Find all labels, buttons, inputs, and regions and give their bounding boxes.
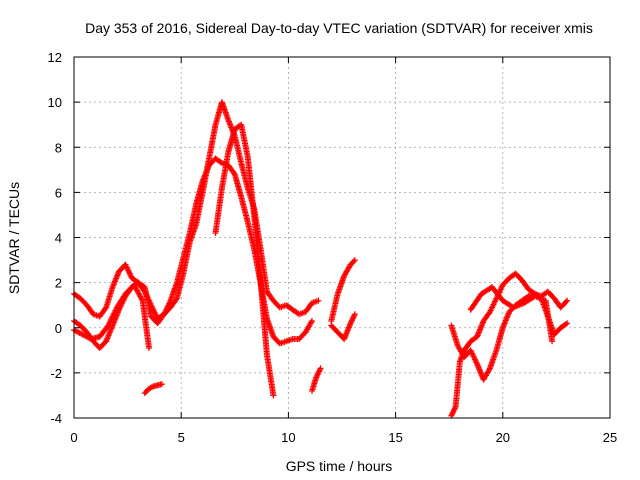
data-points xyxy=(71,99,571,419)
y-tick-label: 0 xyxy=(55,321,62,336)
y-tick-label: -4 xyxy=(50,411,62,426)
y-tick-label: -2 xyxy=(50,366,62,381)
axis-ticks xyxy=(73,56,611,419)
data-point-marker xyxy=(563,298,570,305)
x-tick-label: 5 xyxy=(178,430,185,445)
data-point-marker xyxy=(564,320,571,327)
y-tick-label: 8 xyxy=(55,140,62,155)
data-point-marker xyxy=(308,317,315,324)
data-point-marker xyxy=(351,257,358,264)
x-tick-label: 15 xyxy=(388,430,402,445)
y-tick-label: 12 xyxy=(48,50,62,65)
data-point-marker xyxy=(562,321,569,328)
data-point-marker xyxy=(230,170,237,177)
y-tick-label: 2 xyxy=(55,276,62,291)
y-tick-label: 10 xyxy=(48,95,62,110)
data-point-marker xyxy=(351,311,358,318)
tick-labels: 0 5 10 15 20 25 -4 -2 0 2 4 6 8 10 12 xyxy=(48,50,618,445)
data-point-marker xyxy=(146,345,153,352)
y-tick-label: 4 xyxy=(55,231,62,246)
data-point-marker xyxy=(158,381,165,388)
x-axis-label: GPS time / hours xyxy=(286,458,393,474)
x-tick-label: 25 xyxy=(603,430,617,445)
x-tick-label: 0 xyxy=(70,430,77,445)
x-tick-label: 10 xyxy=(281,430,295,445)
x-tick-label: 20 xyxy=(496,430,510,445)
data-point-marker xyxy=(315,297,322,304)
data-point-marker xyxy=(350,258,357,265)
chart-title: Day 353 of 2016, Sidereal Day-to-day VTE… xyxy=(85,20,593,36)
data-point-marker xyxy=(549,338,556,345)
data-point-marker xyxy=(270,392,277,399)
data-point-marker xyxy=(317,365,324,372)
grid xyxy=(74,57,610,418)
y-axis-label: SDTVAR / TECUs xyxy=(6,182,22,294)
y-tick-label: 6 xyxy=(55,185,62,200)
data-point-marker xyxy=(564,297,571,304)
